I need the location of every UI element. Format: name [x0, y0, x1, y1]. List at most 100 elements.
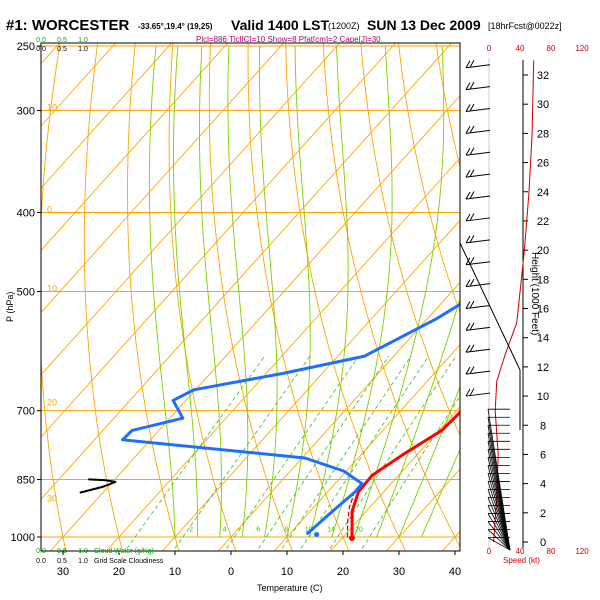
chart-date: SUN 13 Dec 2009 [367, 17, 481, 33]
mixing-ratio-line [124, 355, 266, 551]
dry-adiabat-line [435, 43, 460, 169]
chart-text: #1: WORCESTER -33.65°,19.4° (19,25) Vali… [5, 17, 562, 593]
height-tick-label: 12 [537, 362, 549, 374]
isotherm-line [161, 219, 460, 551]
isotherm-line [41, 43, 229, 252]
wind-barb-flag [465, 235, 471, 244]
speed-axis-label: Speed (kt) [503, 556, 540, 565]
wind-barb-flag [465, 148, 471, 156]
dry-adiabat-line [322, 43, 460, 548]
speed-tick-label-bottom: 80 [547, 547, 556, 556]
speed-tick-label: 0 [487, 44, 492, 53]
height-tick-label: 0 [540, 537, 546, 549]
surface-dewpoint-marker [314, 531, 320, 537]
isotherm-line [41, 43, 341, 376]
plot-border [40, 42, 461, 552]
wind-barb-flag [465, 213, 471, 222]
wind-barb-flag [469, 103, 475, 112]
wind-barb-flag [465, 301, 471, 309]
wind-barb [465, 173, 491, 178]
dry-adiabat-line [247, 43, 350, 551]
wind-barb-low [487, 409, 511, 551]
grid-cloudiness-label: Grid Scale Cloudiness [94, 558, 164, 565]
dry-adiabat-line [208, 43, 293, 551]
height-tick-label: 10 [537, 391, 549, 403]
mixing-ratio-line [328, 355, 457, 551]
cloud-bottom-tick-label-black: 0.5 [57, 558, 67, 565]
wind-barb [465, 305, 491, 309]
height-tick-label: 4 [540, 479, 546, 491]
wind-barb [465, 195, 491, 200]
wind-barb-low [487, 529, 511, 551]
speed-tick-label: 120 [575, 44, 589, 53]
isotherm-line [49, 95, 460, 551]
isotherm-label: 10 [47, 103, 57, 113]
wind-barb-flag [469, 59, 475, 68]
mixing-ratio-line [360, 395, 460, 551]
isotherm-line [385, 468, 460, 551]
surface-temperature-marker [348, 535, 355, 541]
wind-barb [465, 151, 491, 156]
dry-adiabat-label: 30 [584, 342, 596, 353]
moist-adiabat-line [331, 45, 393, 538]
mixing-ratio-line [172, 355, 311, 551]
pressure-tick-label: 500 [17, 287, 35, 299]
dry-adiabat-line [285, 43, 407, 551]
dry-adiabat-line [127, 43, 180, 551]
temperature-tick-label: 10 [281, 566, 293, 578]
wind-barb-flag [465, 82, 471, 90]
wind-barb-low [487, 521, 511, 551]
moist-adiabat-line [148, 45, 176, 538]
height-tick-label: 14 [537, 333, 549, 345]
height-tick-label: 32 [537, 70, 549, 82]
sounding-series [79, 302, 460, 541]
pressure-tick-label: 700 [17, 406, 35, 418]
height-tick-label: 20 [537, 245, 549, 257]
temperature-tick-label: 10 [169, 566, 181, 578]
speed-tick-label-bottom: 0 [487, 547, 492, 556]
wind-panel: 0246810121416182022242628303200404080801… [459, 44, 589, 556]
wind-barb-low [487, 537, 511, 551]
isotherm-label: 20 [47, 398, 57, 408]
height-tick-label: 30 [537, 99, 549, 111]
isotherm-line [41, 43, 453, 500]
isotherm-line [41, 43, 285, 314]
panel-connector-line [459, 210, 521, 430]
wind-barb-low [487, 513, 511, 551]
dry-adiabat-line [41, 43, 67, 551]
wind-barb-flag [469, 278, 475, 287]
mixing-ratio-label: 8 [284, 527, 288, 534]
cloud-top-tick-label: 0.5 [57, 37, 67, 44]
series-line-temperature [350, 410, 460, 539]
cloud-top-tick-label-black: 0.5 [57, 46, 67, 53]
cloud-water-label: Cloud Water (g/Kg) [94, 548, 154, 555]
wind-speed-line [493, 60, 535, 543]
grid-clipped: 01020301001020302468101420 [41, 32, 600, 555]
pressure-tick-label: 400 [17, 207, 35, 219]
temperature-tick-label: 30 [57, 566, 69, 578]
wind-barb-low [487, 489, 511, 551]
cloud-top-tick-label-black: 1.0 [78, 46, 88, 53]
wind-barb [465, 392, 491, 397]
series-line-dew-point [121, 302, 460, 535]
chart-valid-utc: (1200Z) [328, 21, 360, 31]
mixing-ratio-label: 10 [305, 527, 313, 534]
wind-barb-flag [469, 300, 475, 309]
height-tick-label: 8 [540, 420, 546, 432]
isotherm-label: 30 [47, 494, 57, 504]
speed-tick-label: 40 [516, 44, 525, 53]
wind-barb-flag [465, 388, 471, 397]
isotherm-line [41, 43, 397, 438]
moist-adiabat-line [173, 45, 198, 537]
wind-barb-flag [469, 169, 475, 177]
height-tick-label: 28 [537, 128, 549, 140]
isotherm-line [41, 43, 173, 189]
wind-barb-flag [465, 279, 471, 287]
background-grid: 0102030100102030246810142025030040050070… [11, 32, 600, 578]
dry-adiabat-line [546, 32, 600, 555]
y-axis-label: P (hPa) [5, 292, 15, 322]
wind-barb [465, 326, 491, 331]
temperature-tick-label: 40 [449, 566, 461, 578]
speed-tick-label-bottom: 40 [516, 547, 525, 556]
